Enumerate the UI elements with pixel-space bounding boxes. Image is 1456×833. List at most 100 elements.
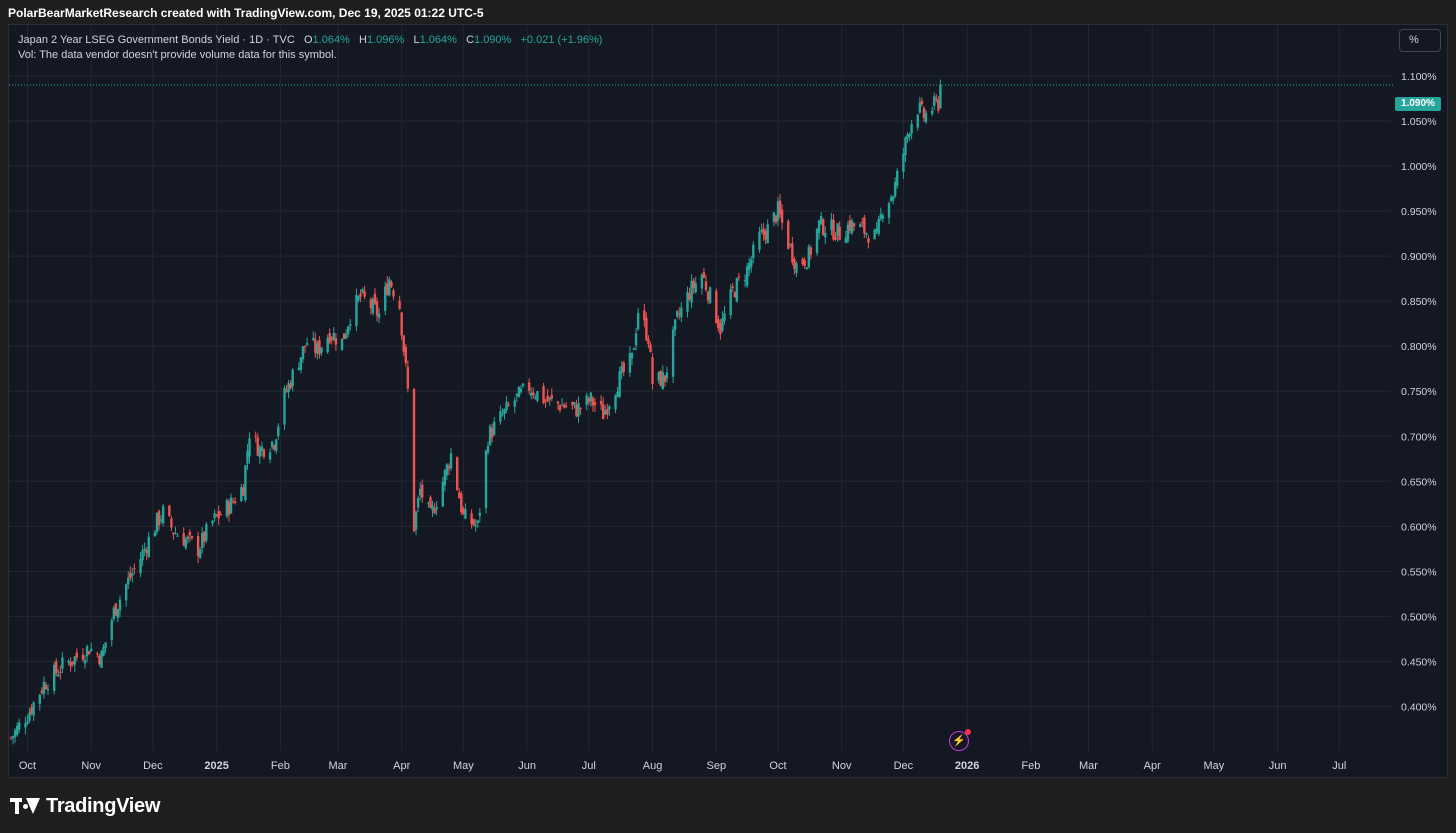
candle-up [608, 406, 611, 410]
candle-down [715, 290, 718, 324]
candle-down [256, 437, 259, 456]
candle-down [334, 338, 338, 345]
candle-up [116, 609, 120, 618]
brand-name: TradingView [46, 794, 161, 817]
candle-up [258, 447, 262, 458]
candle-down [373, 293, 377, 304]
candle-up [57, 674, 60, 677]
candle-up [676, 311, 679, 317]
tradingview-logo[interactable]: TradingView [10, 795, 160, 817]
candle-up [484, 450, 488, 509]
candle-down [601, 404, 605, 420]
candle-down [71, 661, 74, 665]
candle-up [28, 712, 31, 721]
candle-up [371, 299, 375, 314]
candle-down [98, 655, 101, 665]
candle-up [85, 646, 89, 657]
candle-down [369, 299, 373, 308]
candle-down [363, 291, 366, 297]
candle-up [846, 224, 850, 242]
candle-down [170, 518, 173, 528]
x-tick-label: 2025 [204, 760, 228, 772]
candle-up [270, 441, 274, 448]
candle-up [118, 599, 122, 611]
candle-up [139, 559, 142, 574]
candle-up [388, 279, 391, 296]
candle-up [246, 451, 249, 464]
candle-up [865, 233, 868, 235]
candle-down [254, 435, 257, 437]
chart-canvas[interactable]: 0.400% 0.450% 0.500% 0.550% 0.600% 0.650% 0.70… [9, 25, 1447, 777]
candle-down [129, 572, 132, 578]
candle-up [445, 464, 449, 476]
candle-up [536, 391, 539, 401]
candle-up [100, 651, 103, 668]
candle-up [488, 426, 492, 445]
percent-scale-button[interactable]: % [1399, 29, 1441, 52]
candle-down [774, 215, 778, 223]
candle-down [542, 386, 545, 404]
candle-up [361, 289, 364, 293]
candle-down [852, 223, 856, 227]
last-price-tag: 1.090% [1395, 97, 1441, 111]
candle-up [67, 660, 70, 663]
candle-up [349, 324, 352, 326]
candle-down [704, 281, 708, 290]
candle-down [217, 511, 220, 519]
y-tick-label: 1.050% [1401, 116, 1437, 128]
candle-up [153, 532, 157, 537]
candle-down [215, 514, 218, 516]
candle-down [719, 323, 722, 335]
candle-up [657, 371, 660, 381]
candle-up [632, 348, 636, 351]
candle-down [318, 340, 321, 355]
candle-up [102, 646, 105, 656]
x-tick-label: 2026 [955, 760, 979, 772]
candle-up [124, 584, 128, 601]
candle-down [737, 276, 741, 278]
candle-down [780, 209, 784, 223]
candle-up [141, 550, 144, 561]
candle-down [571, 402, 574, 406]
x-tick-label: Dec [143, 760, 163, 772]
candle-up [11, 736, 15, 739]
candle-up [176, 535, 179, 537]
candle-down [593, 402, 597, 406]
candle-down [793, 258, 796, 269]
candle-up [817, 220, 821, 234]
y-tick-label: 0.550% [1401, 566, 1437, 578]
candle-up [486, 445, 490, 453]
candle-down [861, 222, 864, 224]
candle-down [133, 568, 136, 570]
change-value: +0.021 (+1.96%) [520, 34, 603, 46]
candle-up [906, 134, 909, 139]
candle-down [587, 398, 590, 403]
x-tick-label: Sep [706, 760, 726, 772]
candle-down [81, 654, 85, 660]
candle-up [628, 353, 632, 373]
candle-up [686, 292, 689, 312]
candle-up [824, 232, 827, 238]
candle-up [240, 487, 243, 502]
candle-down [645, 317, 648, 340]
candle-up [305, 343, 309, 346]
candle-down [935, 98, 938, 100]
candle-up [618, 371, 621, 397]
candle-down [863, 217, 866, 234]
candle-up [910, 123, 913, 134]
candle-down [233, 501, 237, 503]
candle-up [513, 400, 516, 407]
candle-up [721, 318, 724, 331]
candle-up [836, 223, 839, 236]
candle-up [201, 532, 204, 549]
candle-up [530, 392, 533, 396]
candle-up [503, 409, 506, 414]
candle-down [402, 335, 405, 352]
chart-frame[interactable]: 0.400% 0.450% 0.500% 0.550% 0.600% 0.650% 0.70… [8, 24, 1448, 778]
candle-down [328, 332, 331, 343]
x-tick-label: Jul [1332, 760, 1346, 772]
candle-down [406, 366, 410, 389]
tradingview-logo-icon [10, 798, 40, 814]
lightning-alert-icon[interactable]: ⚡ [949, 729, 971, 751]
candle-up [772, 212, 776, 222]
